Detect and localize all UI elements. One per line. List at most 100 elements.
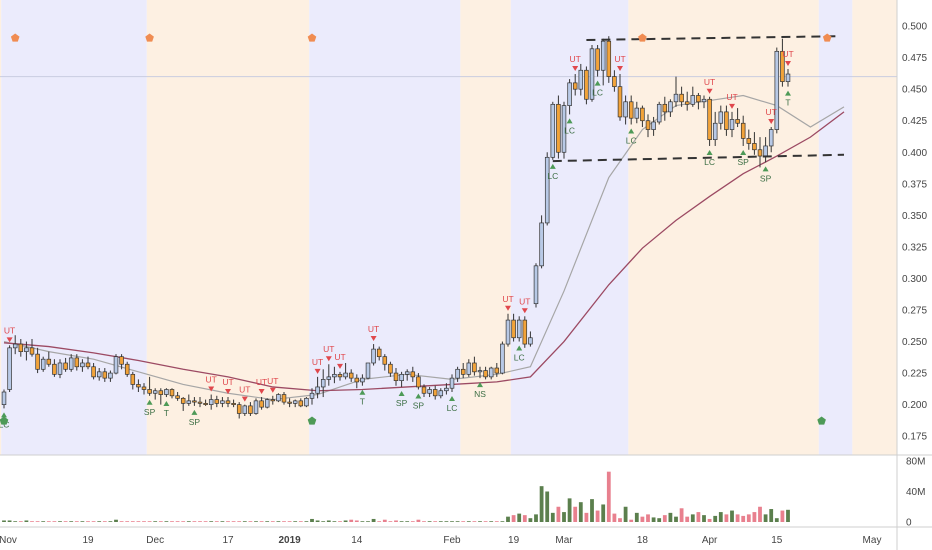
candle-body — [270, 399, 276, 402]
time-axis[interactable]: Nov 19 Dec 17 2019 14 Feb 19 Mar 18 Apr 15 May — [0, 535, 881, 546]
candle — [236, 402, 242, 419]
candle-body — [393, 372, 399, 381]
price-tick-label: 0.200 — [902, 400, 927, 411]
sp-signal-label: LC — [704, 157, 715, 167]
candle — [231, 399, 236, 408]
volume-bar — [80, 521, 85, 522]
volume-bar — [377, 521, 382, 522]
candle — [707, 96, 712, 146]
candle — [29, 339, 35, 357]
candle — [158, 388, 164, 405]
volume-bar — [567, 498, 572, 522]
candle-body — [371, 348, 376, 364]
candle — [388, 361, 393, 377]
price-axis[interactable]: 0.500 0.475 0.450 0.425 0.400 0.375 0.350 0.325… — [902, 22, 927, 443]
sp-signal-label: T — [360, 397, 365, 407]
candle — [696, 92, 701, 110]
candle — [533, 263, 539, 308]
candle-body — [68, 357, 74, 370]
candle-body — [46, 358, 52, 365]
volume-bar — [164, 521, 169, 522]
candle — [80, 359, 85, 372]
candle-body — [382, 356, 388, 365]
candle-body — [152, 390, 158, 394]
candle — [124, 361, 130, 377]
ut-arrow-icon — [768, 119, 775, 125]
candle — [656, 101, 662, 125]
candle — [287, 398, 292, 408]
volume-tick-label: 0 — [906, 518, 912, 529]
candle-body — [180, 397, 186, 404]
candle-body — [746, 138, 752, 144]
candle — [712, 111, 718, 146]
volume-bar — [651, 517, 656, 522]
time-tick-label: 14 — [351, 535, 363, 546]
candle — [35, 347, 40, 374]
sp-arrow-icon — [398, 390, 405, 396]
volume-bar — [248, 521, 253, 522]
sp-signal-label: T — [785, 98, 790, 108]
ut-arrow-icon — [325, 356, 332, 362]
candle-body — [572, 82, 578, 90]
volume-bar — [534, 514, 538, 522]
volume-bar — [427, 521, 432, 522]
ut-arrow-icon — [370, 336, 377, 342]
session-band — [460, 0, 511, 455]
time-tick-label: 15 — [771, 535, 783, 546]
volume-bar — [254, 521, 258, 522]
session-end-icon — [817, 416, 826, 425]
candle-body — [376, 348, 382, 358]
sp-signal-label: SP — [144, 407, 156, 417]
candle — [320, 369, 326, 398]
volume-bar — [455, 521, 460, 522]
session-end-icon — [0, 416, 9, 425]
candle — [208, 394, 214, 410]
sp-signal-label: LC — [564, 125, 575, 135]
ut-arrow-icon — [785, 60, 791, 66]
candle-body — [511, 319, 516, 339]
candle — [572, 74, 578, 96]
volume-bar — [556, 506, 561, 522]
volume-bar — [483, 521, 488, 522]
volume-bar — [472, 521, 477, 522]
volume-axis: 80M 40M 0 — [906, 457, 925, 529]
time-tick-label: Mar — [555, 535, 573, 546]
volume-bar — [181, 521, 186, 522]
volume-bar — [382, 519, 387, 522]
candle — [242, 404, 248, 416]
sp-arrow-icon — [415, 393, 422, 399]
candles — [1, 36, 791, 419]
price-tick-label: 0.225 — [902, 369, 927, 380]
candle — [768, 127, 774, 153]
volume-bar — [444, 521, 449, 522]
candle — [578, 63, 584, 96]
candle-body — [124, 363, 130, 375]
session-band — [852, 0, 897, 455]
ut-arrow-icon — [572, 66, 579, 72]
sp-arrow-icon — [740, 149, 747, 155]
candle — [460, 362, 466, 379]
sp-signal-label: LC — [447, 403, 458, 413]
candle — [192, 397, 197, 406]
candle — [539, 215, 544, 269]
candle-body — [696, 95, 701, 103]
volume-bar — [287, 521, 292, 522]
sp-signal-label: NS — [474, 389, 486, 399]
candle-body — [52, 363, 57, 375]
session-start-icon — [822, 33, 832, 42]
candle — [584, 66, 589, 105]
volume-bar — [612, 513, 617, 522]
volume-bar — [91, 521, 96, 522]
candle — [326, 364, 332, 386]
volume-bar — [46, 521, 51, 522]
ut-signal-label: UT — [782, 49, 793, 59]
candle-body — [337, 373, 343, 378]
candle-body — [584, 69, 589, 100]
ut-signal-label: UT — [570, 54, 581, 64]
candle — [528, 331, 533, 347]
candle-body — [320, 379, 326, 388]
volume-bar — [657, 518, 662, 522]
volume-bar — [130, 521, 135, 522]
volume-bar — [119, 521, 124, 522]
